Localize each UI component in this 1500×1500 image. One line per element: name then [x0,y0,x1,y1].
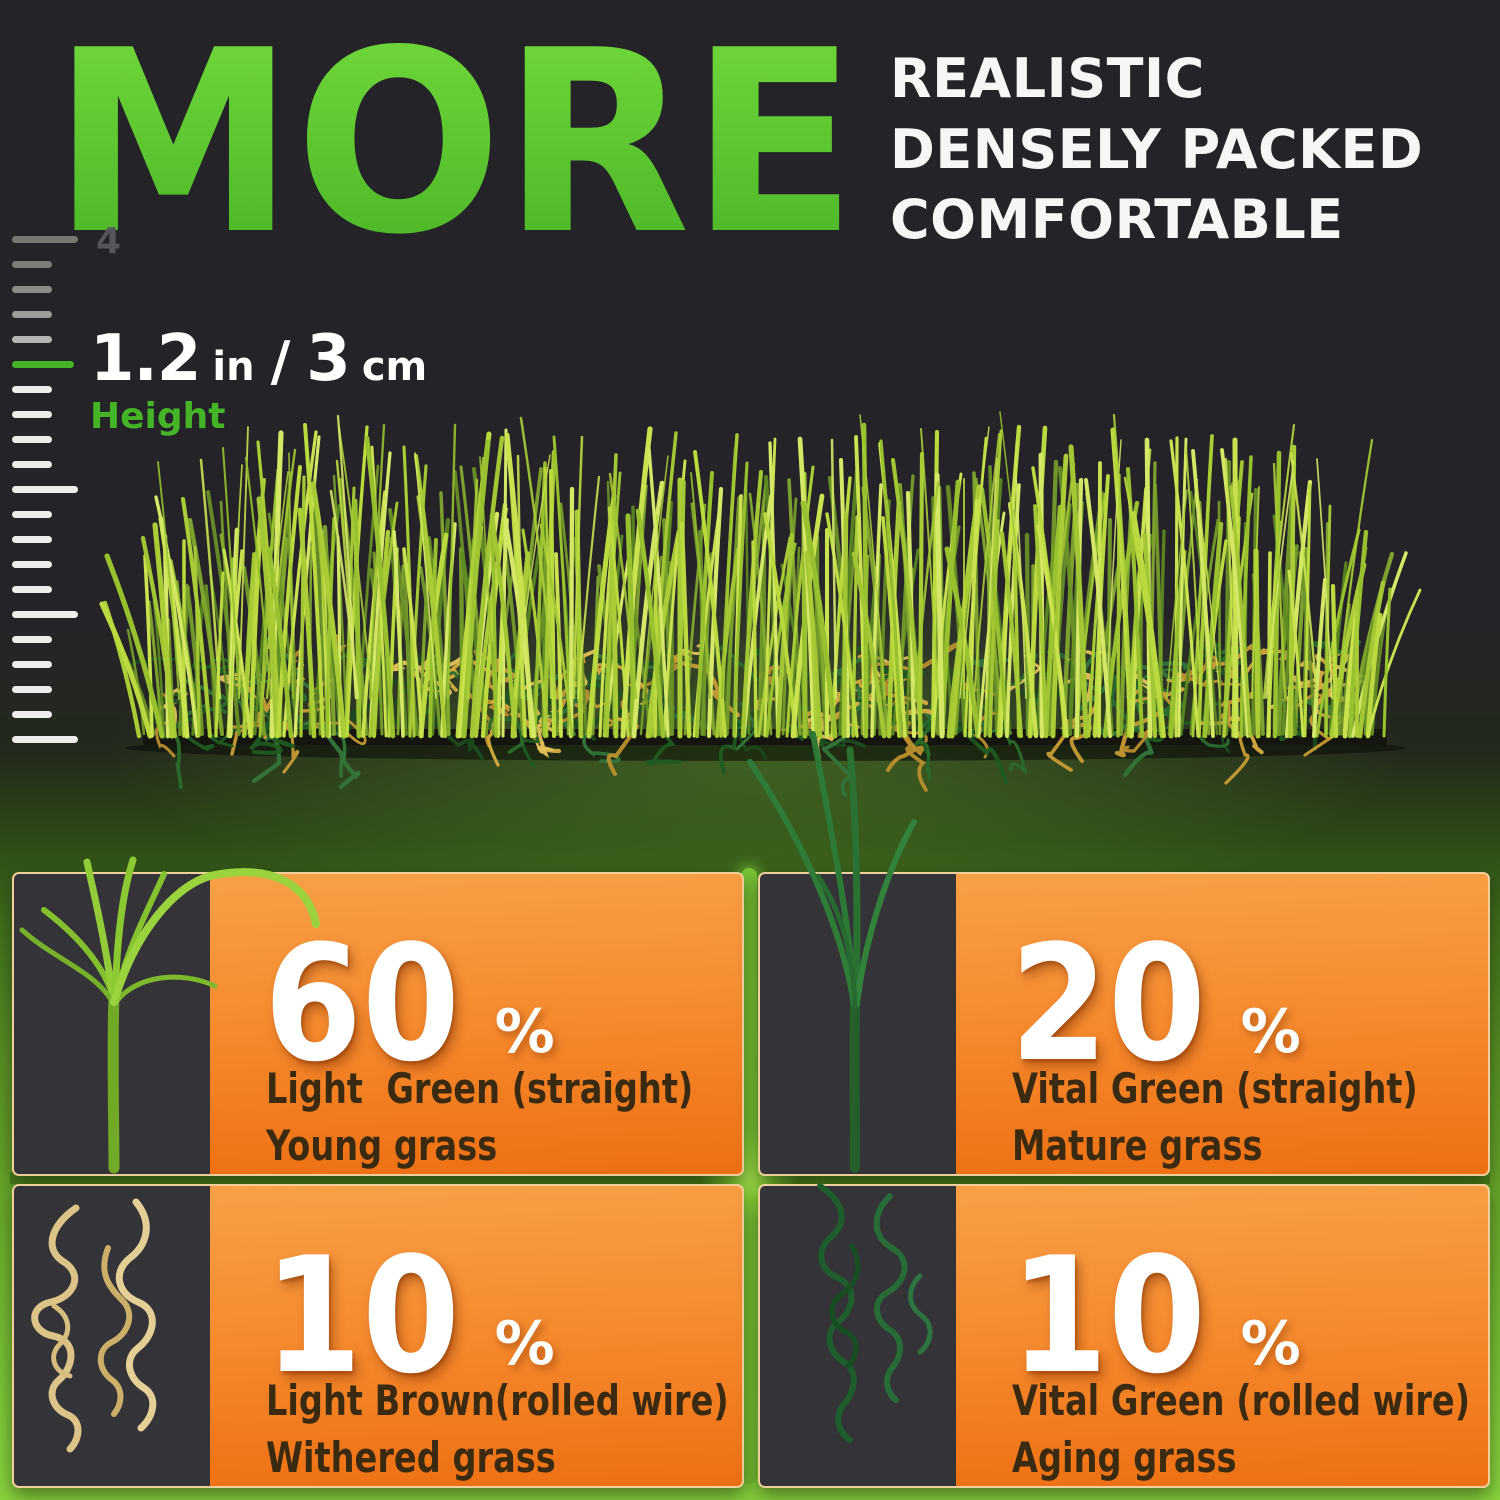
ruler-tick [12,711,52,718]
turf-sample-image [99,411,1422,797]
headline-line-2: DENSELY PACKED [890,117,1424,181]
headline: REALISTIC DENSELY PACKED COMFORTABLE [890,44,1423,256]
ruler-tick [12,411,52,418]
ruler-tick [12,636,52,643]
fiber-role-label: Mature grass [1012,1121,1263,1170]
fiber-card-vital-green-straight: 20 % Vital Green (straight) Mature grass [747,731,1490,1176]
ruler-tick [12,461,52,468]
more-wordmark: MORE [52,0,857,260]
ruler-tick [12,286,52,293]
height-values: 1.2 in / 3 cm [90,322,427,396]
height-callout: 1.2 in / 3 cm Height [90,322,427,437]
percent-sign: % [1240,1309,1301,1380]
fiber-role-label: Withered grass [266,1433,556,1482]
ruler-tick [12,386,52,393]
ruler-tick [12,561,52,568]
percent-row: 60 % [264,910,555,1097]
blade-swatch-panel [760,1186,956,1486]
blade-swatch-panel [14,874,210,1174]
headline-line-3: COMFORTABLE [890,188,1344,252]
fiber-card-light-green-straight: 60 % Light Green (straight) Young grass [12,856,744,1176]
height-separator: / [270,330,291,393]
percent-sign: % [1240,997,1301,1068]
ruler-tick [12,436,52,443]
ruler-tick [12,736,78,743]
ruler-tick [12,311,52,318]
blade-swatch-panel [14,1186,210,1486]
ruler-tick [12,486,78,493]
ruler-tick [12,611,78,618]
percent-row: 20 % [1010,910,1301,1097]
ruler-tick [12,336,52,343]
percent-sign: % [494,1309,555,1380]
fiber-role-label: Young grass [266,1121,498,1170]
percent-value: 20 [1010,910,1206,1097]
ruler-tick [12,686,52,693]
ruler-tick [12,661,52,668]
ruler-number-label: 4 [96,221,122,262]
height-label: Height [90,396,226,437]
fiber-card-light-brown-rolled: 10 % Light Brown(rolled wire) Withered g… [12,1184,744,1488]
fiber-type-label: Vital Green (rolled wire) [1012,1376,1471,1425]
percent-value: 10 [1010,1222,1206,1409]
fiber-type-label: Light Green (straight) [266,1064,694,1113]
percent-value: 60 [264,910,460,1097]
ruler-tick [12,236,78,243]
percent-row: 10 % [1010,1222,1301,1409]
fiber-type-label: Light Brown(rolled wire) [266,1376,729,1425]
blade-swatch-panel [760,874,956,1174]
height-inches-unit: in [212,344,255,390]
fiber-type-label: Vital Green (straight) [1012,1064,1418,1113]
percent-row: 10 % [264,1222,555,1409]
ruler-tick [12,536,52,543]
ruler-tick [12,361,74,368]
percent-value: 10 [264,1222,460,1409]
ruler-tick [12,511,52,518]
fiber-card-vital-green-rolled: 10 % Vital Green (rolled wire) Aging gra… [758,1183,1490,1488]
ruler-tick [12,586,52,593]
height-inches-value: 1.2 [90,322,201,396]
percent-sign: % [494,997,555,1068]
more-text: MORE [52,0,857,260]
height-cm-unit: cm [361,344,428,390]
height-cm-value: 3 [306,322,351,396]
fiber-role-label: Aging grass [1012,1433,1237,1482]
headline-line-1: REALISTIC [890,47,1205,110]
height-ruler [12,236,102,756]
ruler-tick [12,261,52,268]
